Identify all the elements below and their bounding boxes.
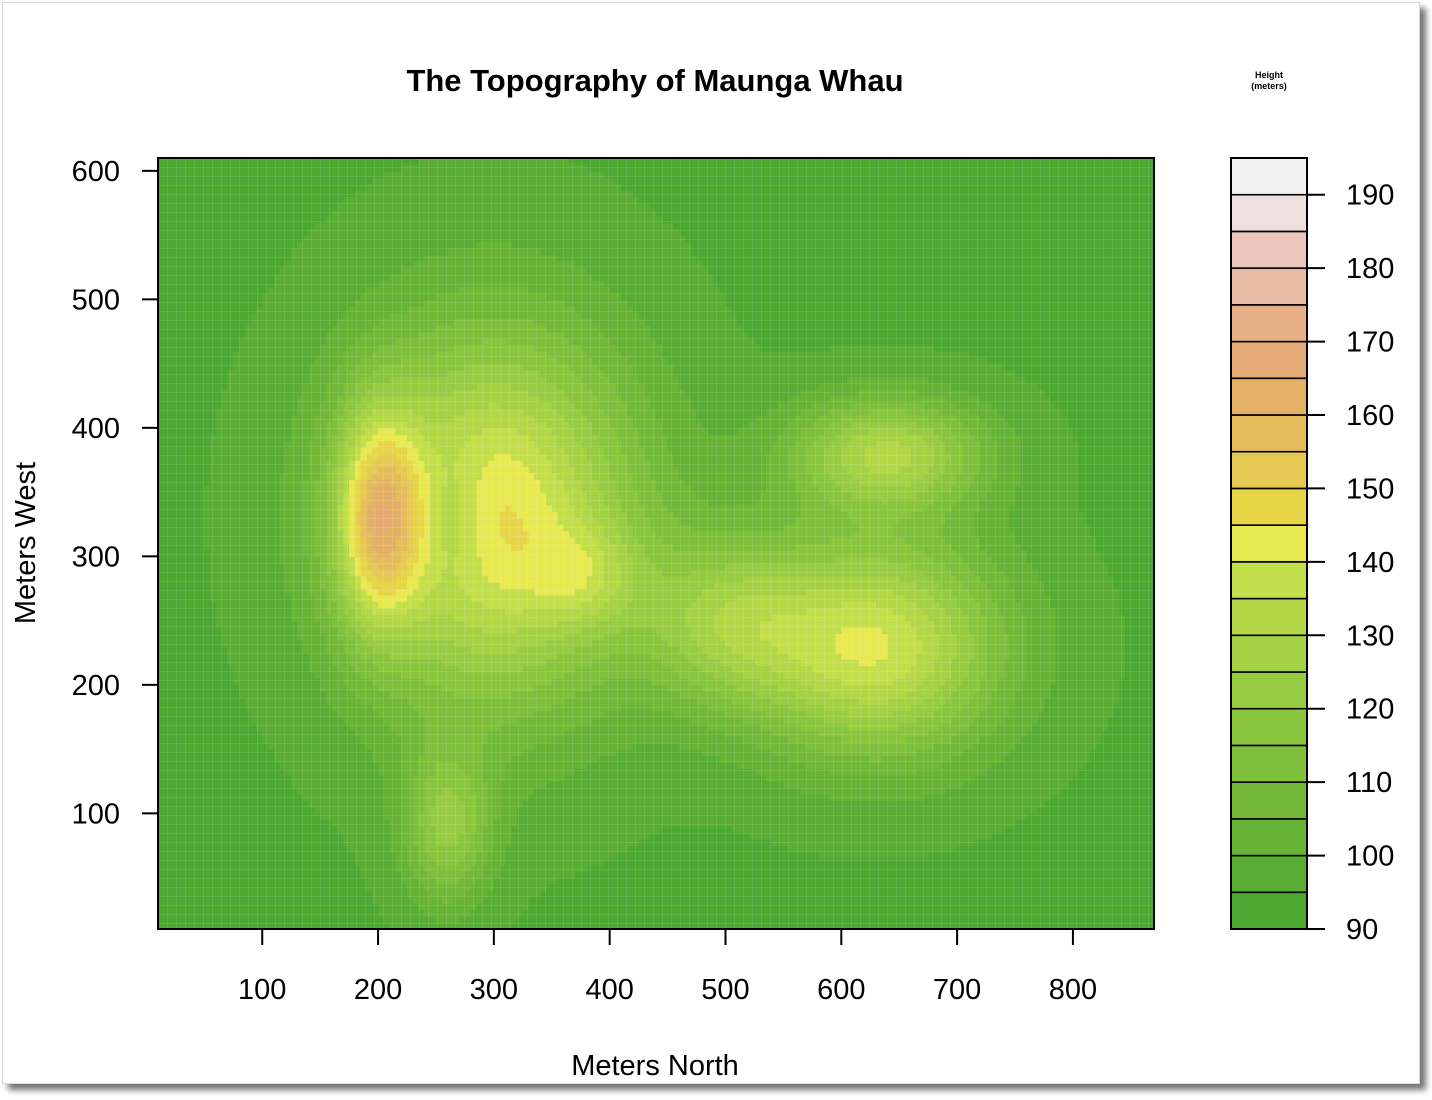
chart-frame: The Topography of Maunga Whau Height (me…: [2, 2, 1420, 1084]
legend-title-line2: (meters): [1251, 81, 1287, 91]
topography-chart: The Topography of Maunga Whau Height (me…: [10, 63, 1394, 1082]
legend-title-line1: Height: [1255, 70, 1283, 80]
chart-title: The Topography of Maunga Whau: [406, 63, 903, 98]
